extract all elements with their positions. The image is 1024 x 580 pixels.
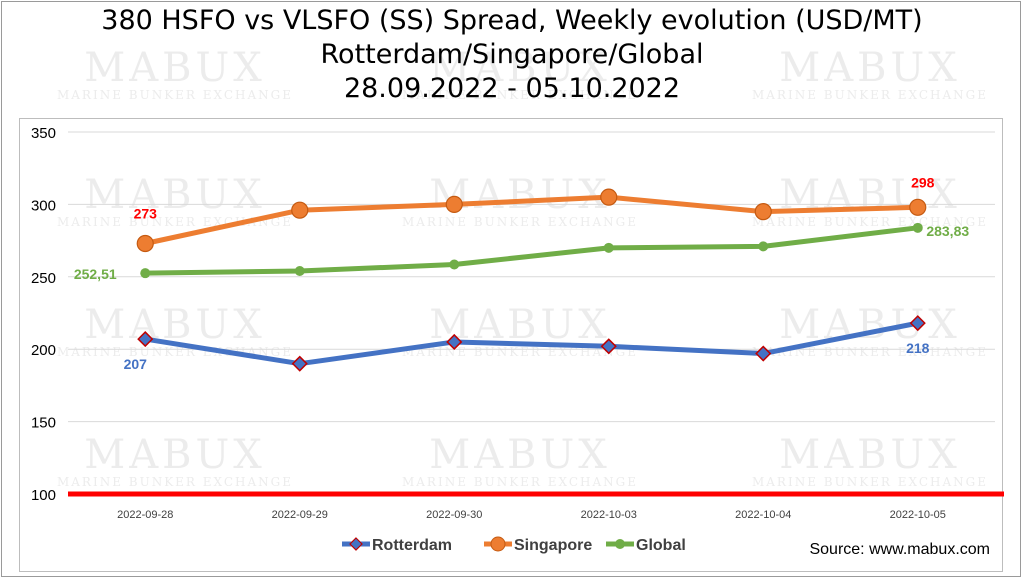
data-label-rotterdam: 218 — [906, 340, 930, 356]
title-line-3: 28.09.2022 - 05.10.2022 — [343, 73, 681, 104]
legend-marker — [490, 536, 506, 552]
x-tick-label: 2022-09-28 — [117, 509, 173, 521]
watermark-tagline: MARINE BUNKER EXCHANGE — [401, 345, 639, 359]
y-tick-label: 150 — [31, 415, 56, 432]
title-line-2: Rotterdam/Singapore/Global — [320, 39, 704, 70]
watermark-tagline: MARINE BUNKER EXCHANGE — [751, 345, 989, 359]
watermark: MABUX MARINE BUNKER EXCHANGE — [720, 48, 1020, 102]
plot-area-border — [19, 118, 1003, 572]
watermark-brand: MABUX — [779, 302, 961, 348]
watermark-brand: MABUX — [779, 45, 961, 91]
watermark: MABUX MARINE BUNKER EXCHANGE — [370, 48, 670, 102]
series-line-rotterdam — [144, 320, 919, 367]
y-tick-label: 100 — [31, 487, 56, 504]
data-point-singapore — [445, 195, 463, 213]
legend-label-singapore: Singapore — [514, 537, 592, 554]
watermark-tagline: MARINE BUNKER EXCHANGE — [56, 88, 294, 102]
data-point-global — [912, 222, 923, 233]
data-point-global — [140, 268, 151, 279]
watermark-tagline: MARINE BUNKER EXCHANGE — [56, 475, 294, 489]
data-point-global — [449, 259, 460, 270]
source-note: Source: www.mabux.com — [809, 541, 990, 558]
watermark-brand: MABUX — [429, 302, 611, 348]
data-point-singapore — [136, 234, 154, 253]
legend-label-rotterdam: Rotterdam — [372, 537, 452, 554]
data-point-global — [294, 266, 305, 277]
watermark-brand: MABUX — [84, 432, 266, 478]
series-line-global — [145, 225, 919, 276]
watermark-tagline: MARINE BUNKER EXCHANGE — [401, 215, 639, 229]
y-tick-label: 200 — [31, 342, 56, 359]
data-label-global: 252,51 — [74, 266, 117, 282]
legend-marker — [615, 539, 625, 549]
y-tick-label: 300 — [31, 197, 56, 214]
data-point-singapore — [600, 188, 618, 206]
watermark-brand: MABUX — [84, 172, 266, 218]
watermark-tagline: MARINE BUNKER EXCHANGE — [751, 475, 989, 489]
series-line-singapore — [144, 194, 918, 246]
watermark-tagline: MARINE BUNKER EXCHANGE — [401, 88, 639, 102]
x-tick-label: 2022-09-30 — [426, 509, 482, 521]
watermark-tagline: MARINE BUNKER EXCHANGE — [401, 475, 639, 489]
data-point-rotterdam — [600, 338, 617, 355]
x-tick-label: 2022-10-03 — [581, 509, 637, 521]
watermark: MABUX MARINE BUNKER EXCHANGE — [25, 435, 325, 489]
chart-title: 380 HSFO vs VLSFO (SS) Spread, Weekly ev… — [0, 4, 1024, 106]
data-point-singapore — [909, 198, 927, 216]
legend-label-global: Global — [636, 537, 686, 554]
watermark-tagline: MARINE BUNKER EXCHANGE — [751, 215, 989, 229]
data-label-singapore: 298 — [911, 174, 935, 190]
y-tick-label: 350 — [31, 125, 56, 142]
watermark: MABUX MARINE BUNKER EXCHANGE — [720, 305, 1020, 359]
watermark: MABUX MARINE BUNKER EXCHANGE — [25, 48, 325, 102]
watermark: MABUX MARINE BUNKER EXCHANGE — [370, 305, 670, 359]
y-tick-label: 250 — [31, 270, 56, 287]
data-point-rotterdam — [755, 345, 772, 362]
data-point-rotterdam — [291, 355, 308, 372]
data-label-singapore: 273 — [134, 205, 158, 221]
data-point-rotterdam — [909, 315, 926, 332]
legend-marker — [349, 537, 363, 551]
watermark-tagline: MARINE BUNKER EXCHANGE — [751, 88, 989, 102]
x-tick-label: 2022-10-05 — [890, 509, 946, 521]
x-tick-label: 2022-09-29 — [272, 509, 328, 521]
watermark: MABUX MARINE BUNKER EXCHANGE — [25, 305, 325, 359]
title-line-1: 380 HSFO vs VLSFO (SS) Spread, Weekly ev… — [101, 5, 923, 36]
data-point-singapore — [291, 201, 309, 219]
data-point-singapore — [754, 203, 772, 221]
data-label-global: 283,83 — [926, 223, 969, 239]
data-label-rotterdam: 207 — [124, 356, 148, 372]
x-tick-label: 2022-10-04 — [735, 509, 791, 521]
data-point-rotterdam — [446, 333, 463, 351]
watermark-tagline: MARINE BUNKER EXCHANGE — [56, 345, 294, 359]
watermark-brand: MABUX — [84, 302, 266, 348]
data-point-global — [758, 241, 769, 252]
watermark-brand: MABUX — [429, 432, 611, 478]
watermark-brand: MABUX — [84, 45, 266, 91]
watermark-brand: MABUX — [429, 45, 611, 91]
watermark-brand: MABUX — [779, 432, 961, 478]
watermark: MABUX MARINE BUNKER EXCHANGE — [720, 435, 1020, 489]
data-point-rotterdam — [137, 331, 154, 348]
data-point-global — [603, 242, 614, 253]
watermark: MABUX MARINE BUNKER EXCHANGE — [370, 435, 670, 489]
